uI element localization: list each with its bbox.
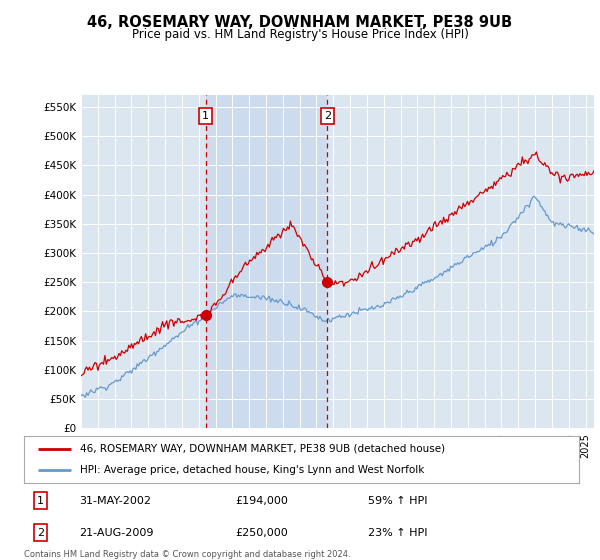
Text: £194,000: £194,000 xyxy=(235,496,288,506)
Text: 2: 2 xyxy=(323,111,331,120)
Text: Price paid vs. HM Land Registry's House Price Index (HPI): Price paid vs. HM Land Registry's House … xyxy=(131,28,469,41)
Text: 46, ROSEMARY WAY, DOWNHAM MARKET, PE38 9UB: 46, ROSEMARY WAY, DOWNHAM MARKET, PE38 9… xyxy=(88,15,512,30)
Bar xyxy=(206,95,327,428)
Text: 1: 1 xyxy=(202,111,209,120)
Text: 46, ROSEMARY WAY, DOWNHAM MARKET, PE38 9UB (detached house): 46, ROSEMARY WAY, DOWNHAM MARKET, PE38 9… xyxy=(79,444,445,454)
Text: HPI: Average price, detached house, King's Lynn and West Norfolk: HPI: Average price, detached house, King… xyxy=(79,465,424,475)
Text: 23% ↑ HPI: 23% ↑ HPI xyxy=(368,528,428,538)
Text: 21-AUG-2009: 21-AUG-2009 xyxy=(79,528,154,538)
Text: £250,000: £250,000 xyxy=(235,528,287,538)
Text: 59% ↑ HPI: 59% ↑ HPI xyxy=(368,496,428,506)
Text: 2: 2 xyxy=(37,528,44,538)
Text: Contains HM Land Registry data © Crown copyright and database right 2024.
This d: Contains HM Land Registry data © Crown c… xyxy=(24,550,350,560)
Text: 31-MAY-2002: 31-MAY-2002 xyxy=(79,496,151,506)
Text: 1: 1 xyxy=(37,496,44,506)
